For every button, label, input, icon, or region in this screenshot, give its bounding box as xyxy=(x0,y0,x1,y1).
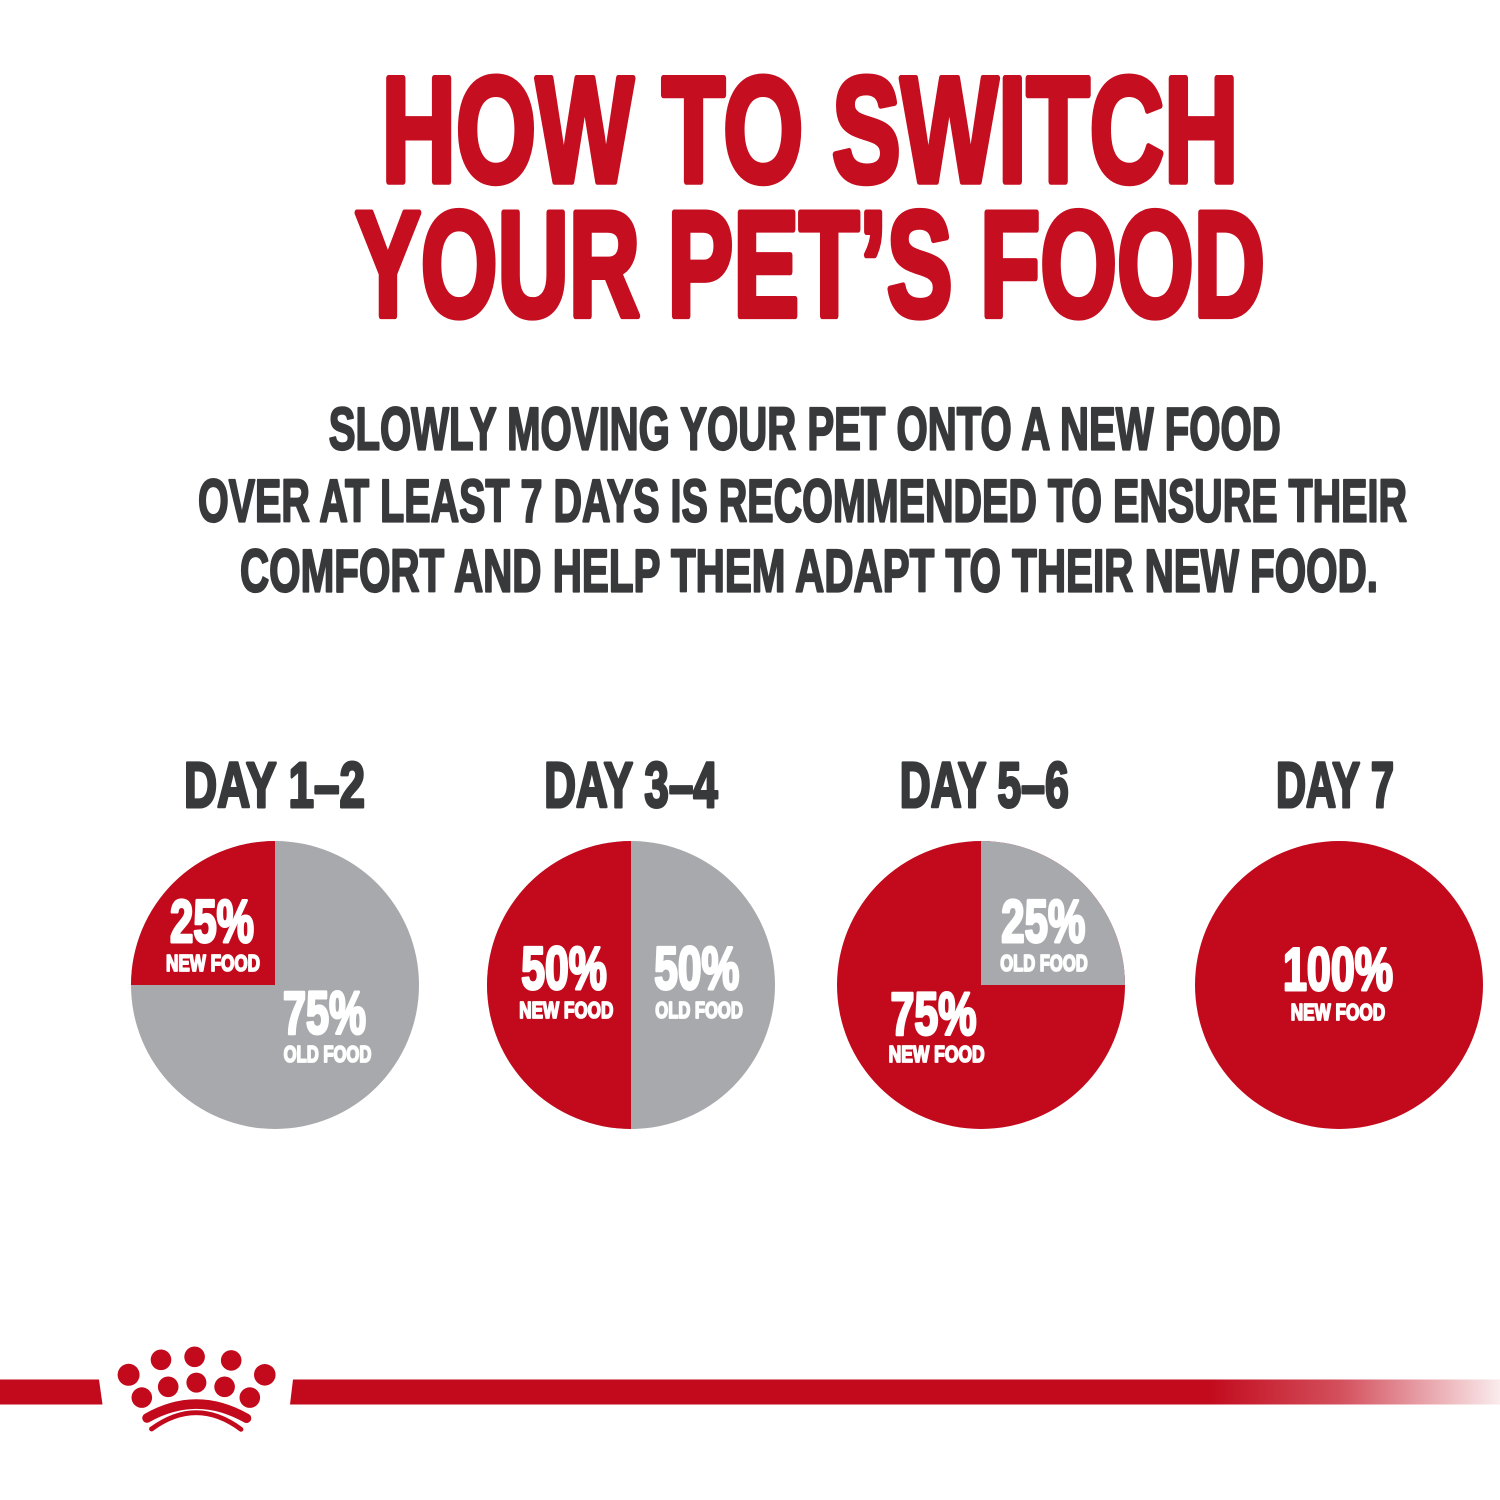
svg-text:DAY 3–4: DAY 3–4 xyxy=(544,749,718,821)
svg-text:NEW FOOD: NEW FOOD xyxy=(166,950,260,976)
svg-text:75%: 75% xyxy=(283,980,366,1047)
svg-text:NEW FOOD: NEW FOOD xyxy=(889,1041,985,1067)
svg-text:50%: 50% xyxy=(521,935,607,1002)
svg-text:100%: 100% xyxy=(1283,936,1393,1003)
svg-text:OLD FOOD: OLD FOOD xyxy=(655,997,743,1023)
svg-text:NEW FOOD: NEW FOOD xyxy=(1291,999,1386,1025)
svg-text:DAY 1–2: DAY 1–2 xyxy=(184,749,365,821)
svg-text:HOW TO SWITCH: HOW TO SWITCH xyxy=(382,46,1239,214)
svg-text:OLD FOOD: OLD FOOD xyxy=(284,1041,372,1067)
svg-text:YOUR PET’S FOOD: YOUR PET’S FOOD xyxy=(355,180,1265,348)
svg-text:OVER AT LEAST 7 DAYS IS RECOMM: OVER AT LEAST 7 DAYS IS RECOMMENDED TO E… xyxy=(198,468,1407,535)
svg-text:DAY 7: DAY 7 xyxy=(1276,749,1394,821)
svg-text:DAY 5–6: DAY 5–6 xyxy=(900,749,1069,821)
svg-text:NEW FOOD: NEW FOOD xyxy=(519,997,613,1023)
svg-text:25%: 25% xyxy=(1001,888,1085,955)
svg-text:50%: 50% xyxy=(654,935,739,1002)
svg-text:SLOWLY MOVING YOUR PET ONTO A: SLOWLY MOVING YOUR PET ONTO A NEW FOOD xyxy=(329,396,1281,463)
svg-text:OLD FOOD: OLD FOOD xyxy=(1000,950,1087,976)
svg-text:75%: 75% xyxy=(891,980,977,1047)
svg-text:25%: 25% xyxy=(170,888,254,955)
svg-text:COMFORT AND HELP THEM ADAPT TO: COMFORT AND HELP THEM ADAPT TO THEIR NEW… xyxy=(240,538,1378,605)
